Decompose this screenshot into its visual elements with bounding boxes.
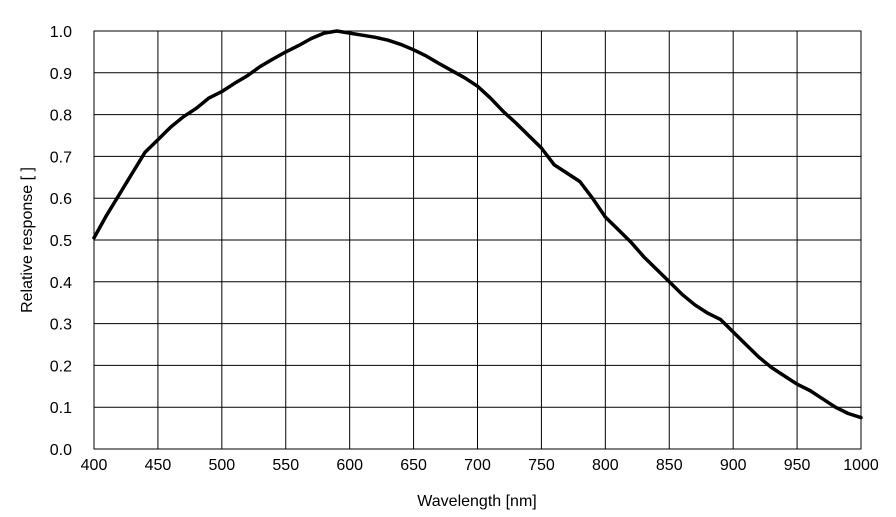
y-tick-label: 1.0 bbox=[50, 24, 72, 41]
series-layer bbox=[92, 29, 863, 420]
y-tick-label: 0.2 bbox=[50, 358, 72, 375]
y-tick-label: 0.4 bbox=[50, 275, 72, 292]
y-tick-label: 0.9 bbox=[50, 66, 72, 83]
x-axis-title: Wavelength [nm] bbox=[417, 493, 536, 510]
response-curve bbox=[92, 29, 863, 420]
y-tick-label: 0.3 bbox=[50, 317, 72, 334]
x-tick-label: 500 bbox=[208, 457, 235, 474]
x-tick-label: 700 bbox=[464, 457, 491, 474]
y-tick-label: 0.7 bbox=[50, 149, 72, 166]
x-tick-label: 450 bbox=[145, 457, 172, 474]
y-tick-label: 0.5 bbox=[50, 233, 72, 250]
x-tick-label: 400 bbox=[81, 457, 108, 474]
x-tick-label: 900 bbox=[720, 457, 747, 474]
x-tick-label: 600 bbox=[336, 457, 363, 474]
x-tick-label: 950 bbox=[784, 457, 811, 474]
grid bbox=[93, 30, 862, 450]
x-tick-label: 750 bbox=[528, 457, 555, 474]
y-axis-title: Relative response [ ] bbox=[19, 167, 36, 313]
x-tick-label: 800 bbox=[592, 457, 619, 474]
y-tick-label: 0.0 bbox=[50, 442, 72, 459]
y-tick-label: 0.6 bbox=[50, 191, 72, 208]
x-tick-label: 550 bbox=[272, 457, 299, 474]
y-tick-label: 0.8 bbox=[50, 108, 72, 125]
plot-frame bbox=[93, 30, 862, 450]
x-tick-label: 1000 bbox=[843, 457, 879, 474]
x-tick-label: 850 bbox=[656, 457, 683, 474]
y-tick-label: 0.1 bbox=[50, 400, 72, 417]
tick-labels: 400 450 500 550 600 650 700 750 800 850 900 950 1000… bbox=[50, 24, 879, 474]
x-tick-label: 650 bbox=[400, 457, 427, 474]
